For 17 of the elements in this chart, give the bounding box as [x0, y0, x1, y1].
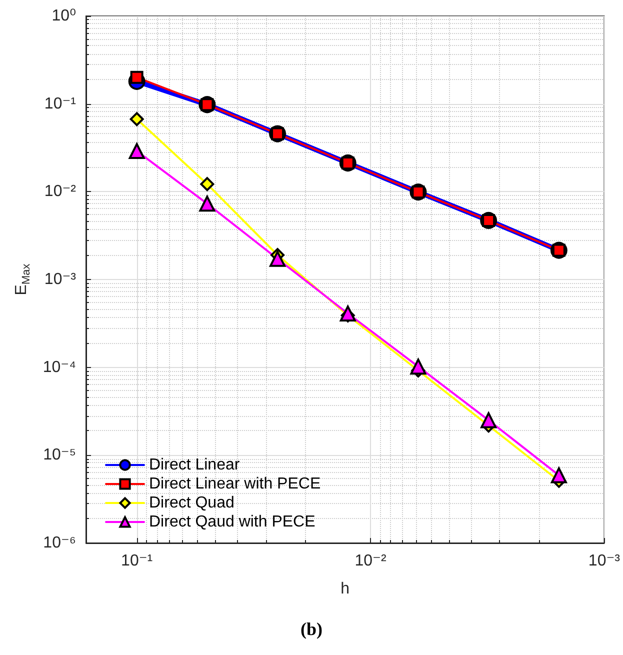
y-tick-label: 10⁰	[52, 8, 76, 24]
text: (b)	[300, 619, 323, 639]
legend-label: Direct Linear with PECE	[149, 476, 321, 492]
y-tick-label: 10⁻²	[44, 183, 77, 200]
x-tick-label: 10⁻²	[354, 552, 387, 570]
legend-label: Direct Quad	[149, 494, 234, 512]
legend-label: Direct Linear	[149, 456, 240, 474]
legend-label: Direct Qaud with PECE	[149, 514, 316, 530]
y-tick-label: 10⁻⁵	[43, 446, 76, 464]
x-axis-title: h	[340, 580, 350, 598]
y-tick-label: 10⁻⁶	[43, 534, 76, 552]
y-tick-label: 10⁻³	[44, 271, 77, 288]
y-axis-title: EMax	[12, 263, 32, 296]
x-tick-label: 10⁻¹	[121, 552, 153, 570]
y-tick-label: 10⁻¹	[44, 95, 76, 112]
x-tick-label: 10⁻³	[588, 552, 621, 570]
y-tick-label: 10⁻⁴	[42, 358, 76, 376]
